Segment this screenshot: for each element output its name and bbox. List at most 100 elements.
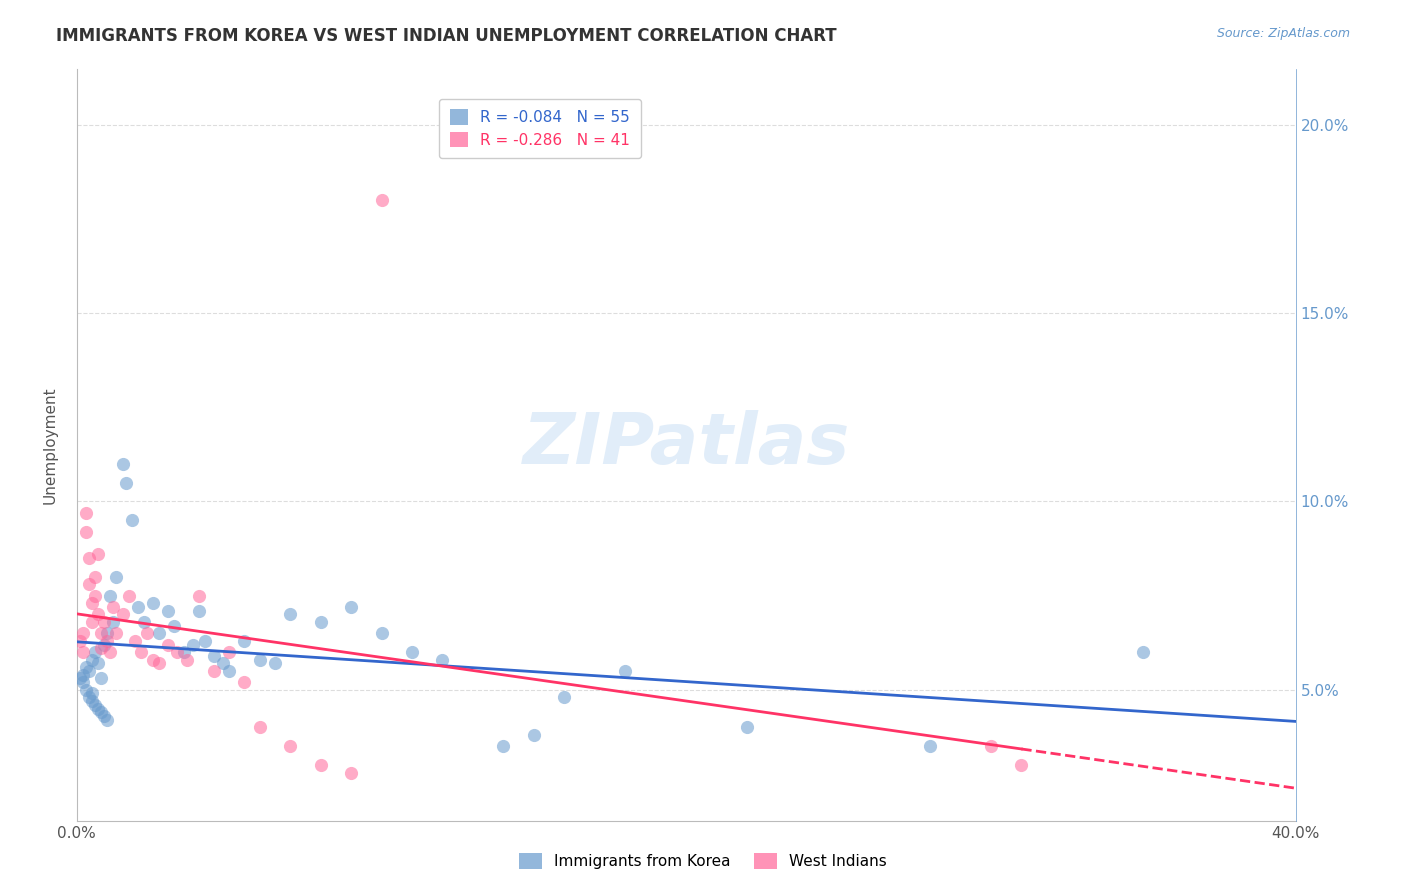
Point bbox=[105, 626, 128, 640]
Point bbox=[96, 713, 118, 727]
Point bbox=[148, 626, 170, 640]
Point bbox=[100, 589, 122, 603]
Point bbox=[1010, 758, 1032, 772]
Point bbox=[103, 599, 125, 614]
Point bbox=[132, 615, 155, 629]
Point bbox=[194, 633, 217, 648]
Point bbox=[96, 626, 118, 640]
Point bbox=[432, 652, 454, 666]
Point bbox=[918, 739, 941, 754]
Text: ZIPatlas: ZIPatlas bbox=[523, 410, 849, 480]
Point bbox=[82, 694, 104, 708]
Point bbox=[69, 672, 91, 686]
Point bbox=[75, 660, 97, 674]
Point bbox=[212, 657, 235, 671]
Point bbox=[614, 664, 637, 678]
Point bbox=[202, 648, 225, 663]
Point bbox=[93, 615, 115, 629]
Legend: Immigrants from Korea, West Indians: Immigrants from Korea, West Indians bbox=[513, 847, 893, 875]
Point bbox=[84, 589, 107, 603]
Point bbox=[90, 626, 112, 640]
Point bbox=[492, 739, 515, 754]
Point bbox=[370, 626, 392, 640]
Point bbox=[82, 596, 104, 610]
Point bbox=[187, 589, 209, 603]
Point bbox=[249, 652, 271, 666]
Point bbox=[75, 524, 97, 539]
Point bbox=[202, 664, 225, 678]
Point bbox=[72, 675, 94, 690]
Point bbox=[340, 599, 363, 614]
Point bbox=[77, 577, 100, 591]
Point bbox=[249, 720, 271, 734]
Point bbox=[111, 457, 134, 471]
Point bbox=[82, 652, 104, 666]
Point bbox=[278, 739, 301, 754]
Point bbox=[233, 633, 256, 648]
Point bbox=[75, 682, 97, 697]
Point bbox=[157, 638, 180, 652]
Point bbox=[142, 652, 165, 666]
Point bbox=[553, 690, 575, 705]
Point bbox=[142, 596, 165, 610]
Point bbox=[523, 728, 546, 742]
Point bbox=[264, 657, 287, 671]
Point bbox=[163, 618, 186, 632]
Point bbox=[90, 672, 112, 686]
Point bbox=[90, 706, 112, 720]
Point bbox=[69, 633, 91, 648]
Point bbox=[100, 645, 122, 659]
Point bbox=[82, 686, 104, 700]
Point bbox=[127, 599, 149, 614]
Point bbox=[87, 657, 110, 671]
Point bbox=[136, 626, 159, 640]
Point bbox=[72, 667, 94, 681]
Point bbox=[173, 645, 195, 659]
Point bbox=[187, 604, 209, 618]
Point bbox=[218, 645, 240, 659]
Point bbox=[103, 615, 125, 629]
Point bbox=[93, 709, 115, 723]
Point bbox=[735, 720, 758, 734]
Point bbox=[93, 638, 115, 652]
Point bbox=[111, 607, 134, 622]
Point bbox=[72, 626, 94, 640]
Point bbox=[96, 633, 118, 648]
Point bbox=[340, 765, 363, 780]
Point bbox=[129, 645, 152, 659]
Point bbox=[118, 589, 141, 603]
Point bbox=[218, 664, 240, 678]
Point bbox=[75, 506, 97, 520]
Point bbox=[370, 194, 392, 208]
Point bbox=[1132, 645, 1154, 659]
Point bbox=[77, 690, 100, 705]
Point bbox=[72, 645, 94, 659]
Point bbox=[87, 607, 110, 622]
Point bbox=[84, 698, 107, 712]
Point bbox=[90, 641, 112, 656]
Point bbox=[77, 664, 100, 678]
Text: Source: ZipAtlas.com: Source: ZipAtlas.com bbox=[1216, 27, 1350, 40]
Point bbox=[278, 607, 301, 622]
Y-axis label: Unemployment: Unemployment bbox=[44, 386, 58, 504]
Point bbox=[166, 645, 188, 659]
Point bbox=[401, 645, 423, 659]
Point bbox=[87, 701, 110, 715]
Point bbox=[121, 513, 143, 527]
Point bbox=[124, 633, 146, 648]
Point bbox=[87, 547, 110, 561]
Point bbox=[114, 475, 136, 490]
Point bbox=[84, 570, 107, 584]
Point bbox=[84, 645, 107, 659]
Point bbox=[176, 652, 198, 666]
Point bbox=[181, 638, 204, 652]
Text: IMMIGRANTS FROM KOREA VS WEST INDIAN UNEMPLOYMENT CORRELATION CHART: IMMIGRANTS FROM KOREA VS WEST INDIAN UNE… bbox=[56, 27, 837, 45]
Point bbox=[82, 615, 104, 629]
Point bbox=[77, 550, 100, 565]
Point bbox=[233, 675, 256, 690]
Point bbox=[309, 615, 332, 629]
Point bbox=[148, 657, 170, 671]
Legend: R = -0.084   N = 55, R = -0.286   N = 41: R = -0.084 N = 55, R = -0.286 N = 41 bbox=[439, 99, 641, 158]
Point bbox=[980, 739, 1002, 754]
Point bbox=[157, 604, 180, 618]
